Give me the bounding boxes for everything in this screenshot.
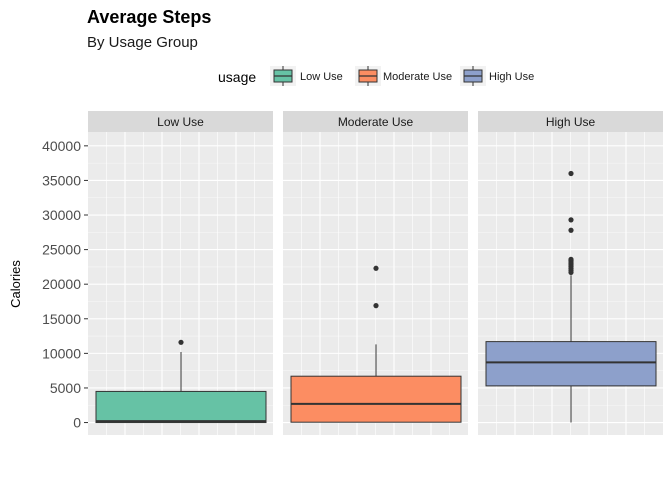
facet-panels: Low Use Moderate Use High Use xyxy=(88,111,663,435)
facet-panel: Moderate Use xyxy=(283,111,468,435)
y-tick-label: 35000 xyxy=(42,172,81,188)
y-tick-label: 15000 xyxy=(42,311,81,327)
facet-strip-label: High Use xyxy=(546,115,596,129)
legend-item: High Use xyxy=(460,66,534,86)
y-tick-label: 0 xyxy=(73,415,81,431)
y-tick-label: 5000 xyxy=(50,380,81,396)
legend-label: High Use xyxy=(489,71,534,83)
outlier-point xyxy=(568,256,574,262)
outlier-point xyxy=(178,339,184,345)
outlier-point xyxy=(373,265,379,271)
facet-panel: High Use xyxy=(478,111,663,435)
y-tick-label: 10000 xyxy=(42,345,81,361)
legend-label: Low Use xyxy=(300,71,343,83)
legend-item: Moderate Use xyxy=(355,66,452,86)
facet-strip-label: Moderate Use xyxy=(338,115,414,129)
box xyxy=(290,375,462,423)
legend-title: usage xyxy=(218,69,256,85)
facet-strip xyxy=(283,111,468,132)
y-tick-label: 20000 xyxy=(42,276,81,292)
box xyxy=(485,341,657,387)
chart-subtitle: By Usage Group xyxy=(87,34,198,51)
y-axis: 0 5000 10000 15000 20000 25000 30000 35000 40000 xyxy=(42,138,88,431)
chart-title: Average Steps xyxy=(87,7,211,27)
legend-item: Low Use xyxy=(270,66,343,86)
facet-strip xyxy=(478,111,663,132)
facet-strip xyxy=(88,111,273,132)
facet-panel: Low Use xyxy=(88,111,273,435)
y-tick-label: 40000 xyxy=(42,138,81,154)
legend-label: Moderate Use xyxy=(383,71,452,83)
y-axis-title: Calories xyxy=(8,260,23,308)
facet-strip-label: Low Use xyxy=(157,115,204,129)
legend: usage Low Use Moderate Use High Use xyxy=(218,66,534,86)
outlier-point xyxy=(568,170,574,177)
y-tick-label: 30000 xyxy=(42,207,81,223)
outlier-point xyxy=(568,227,574,233)
box xyxy=(95,390,267,424)
y-tick-label: 25000 xyxy=(42,242,81,258)
outlier-point xyxy=(568,217,574,223)
outlier-point xyxy=(373,303,379,309)
